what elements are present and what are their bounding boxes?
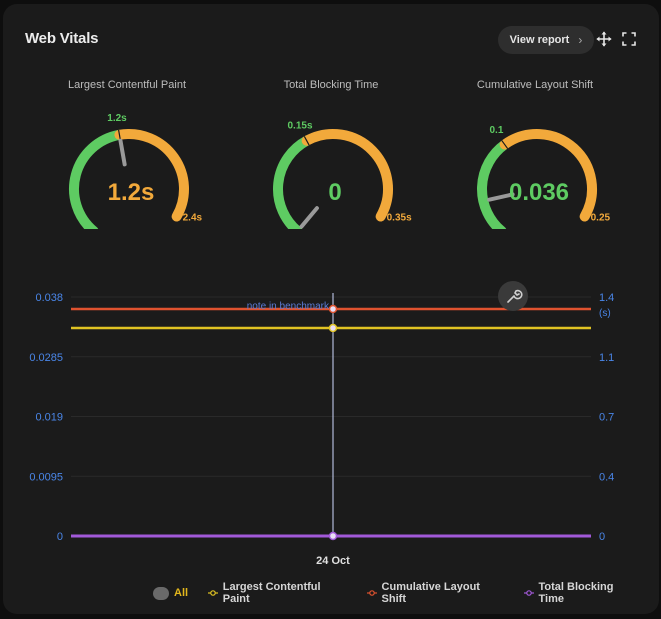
left-axis-tick: 0 (57, 531, 63, 543)
right-axis-tick: 0.4 (599, 471, 614, 483)
chevron-right-icon: › (578, 33, 583, 47)
legend-marker-lcp (208, 590, 218, 596)
gauge-arc-good (477, 139, 510, 229)
card-title: Web Vitals (25, 30, 99, 47)
legend-item-lcp[interactable]: Largest Contentful Paint (208, 581, 347, 605)
web-vitals-card: Web Vitals View report › Largest Content… (3, 4, 659, 614)
legend-label-cls: Cumulative Layout Shift (381, 581, 480, 605)
legend-label-tbt: Total Blocking Time (538, 581, 614, 605)
gauge-threshold-separator (117, 129, 121, 140)
chart-legend: All Largest Contentful Paint Cumulative … (153, 581, 659, 605)
view-report-label: View report (509, 34, 570, 46)
left-axis-tick: 0.019 (35, 412, 63, 424)
gauge-threshold-label: 1.2s (107, 113, 127, 124)
gauge-arc-needs-improvement (114, 129, 189, 222)
gauge-threshold-label: 0.15s (287, 120, 312, 131)
gauge-max-label: 2.4s (183, 213, 203, 224)
toggle-switch[interactable] (153, 586, 169, 600)
left-axis-tick: 0.0095 (29, 471, 63, 483)
right-axis-tick: 0.7 (599, 412, 614, 424)
gauge-value: 0 (328, 179, 341, 206)
gauge-value: 0.036 (509, 179, 569, 206)
data-point-cumulative-layout-shift[interactable] (328, 304, 338, 314)
chart-annotation: note in benchmark (247, 301, 330, 312)
legend-marker-cls (366, 590, 377, 596)
gauge-needle-icon (118, 138, 127, 167)
gauge-arc-good (69, 129, 125, 229)
gauge-max-label: 0.35s (387, 213, 412, 224)
right-axis-tick: 1.4 (599, 292, 614, 304)
data-point-largest-contentful-paint[interactable] (328, 323, 338, 333)
gauge-arc-good (273, 135, 312, 229)
right-axis-tick: 0 (599, 531, 605, 543)
gauge-title-lcp: Largest Contentful Paint (67, 79, 187, 91)
view-report-button[interactable]: View report › (498, 26, 594, 54)
gauge-value: 1.2s (108, 179, 155, 206)
right-axis-unit: (s) (599, 308, 611, 319)
move-arrows-icon[interactable] (596, 31, 612, 52)
gauge-title-cls: Cumulative Layout Shift (476, 79, 594, 91)
legend-marker-tbt (523, 590, 534, 596)
legend-all-toggle[interactable]: All (153, 586, 189, 600)
gauge-lcp: 1.2s 2.4s 1.2s (69, 113, 203, 229)
gauge-threshold-separator (501, 140, 509, 149)
gauge-arc-needs-improvement (301, 129, 393, 222)
wrench-icon[interactable] (498, 281, 528, 311)
gauge-needle-icon (299, 206, 319, 229)
gauge-cls: 0.1 0.25 0.036 (477, 125, 611, 229)
gauge-title-tbt: Total Blocking Time (283, 79, 379, 91)
gauge-needle-icon (487, 192, 515, 202)
fullscreen-icon[interactable] (622, 32, 636, 51)
legend-item-tbt[interactable]: Total Blocking Time (523, 581, 639, 605)
gauge-threshold-separator (303, 136, 310, 146)
legend-item-cls[interactable]: Cumulative Layout Shift (366, 581, 504, 605)
web-vitals-chart: 0.038 1.4 0.0285 1.1 0.019 0.7 0.0095 0.4 0 0 (s) n… (29, 281, 614, 567)
x-axis-tick: 24 Oct (316, 555, 350, 567)
data-point-total-blocking-time[interactable] (328, 531, 338, 541)
left-axis-tick: 0.038 (35, 292, 63, 304)
gauge-threshold-label: 0.1 (489, 125, 503, 136)
right-axis-tick: 1.1 (599, 352, 614, 364)
left-axis-tick: 0.0285 (29, 352, 63, 364)
gauge-arc-needs-improvement (499, 129, 597, 222)
gauge-max-label: 0.25 (591, 213, 611, 224)
legend-label-lcp: Largest Contentful Paint (222, 581, 321, 605)
legend-all-label: All (174, 587, 189, 599)
gauge-tbt: 0.15s 0.35s 0 (273, 120, 412, 229)
